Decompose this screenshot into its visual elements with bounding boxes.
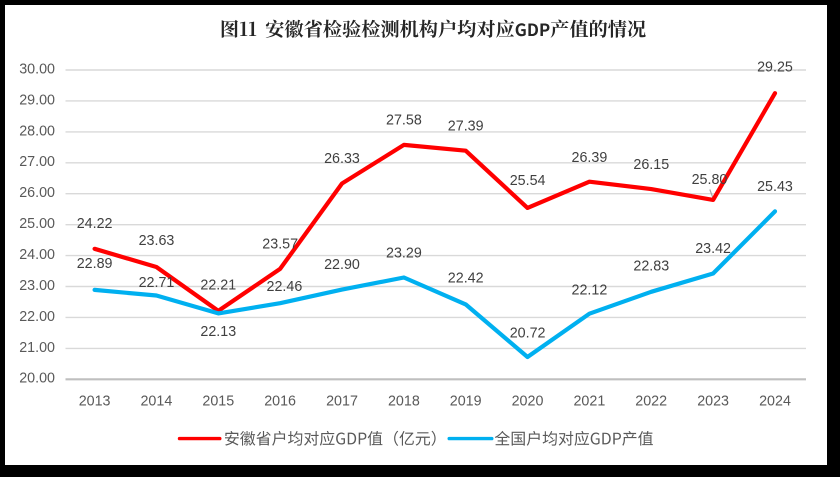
svg-text:21.00: 21.00 <box>19 340 55 356</box>
svg-text:2024: 2024 <box>759 393 791 409</box>
svg-text:2019: 2019 <box>450 393 482 409</box>
svg-text:26.15: 26.15 <box>633 157 669 173</box>
svg-text:27.58: 27.58 <box>386 113 422 129</box>
svg-text:25.00: 25.00 <box>19 216 55 232</box>
svg-text:25.80: 25.80 <box>692 172 728 188</box>
svg-text:29.25: 29.25 <box>757 60 793 76</box>
svg-text:23.00: 23.00 <box>19 278 55 294</box>
svg-text:22.42: 22.42 <box>448 271 484 287</box>
svg-text:24.22: 24.22 <box>77 216 113 232</box>
svg-text:2016: 2016 <box>264 393 296 409</box>
svg-text:2020: 2020 <box>512 393 544 409</box>
svg-text:2018: 2018 <box>388 393 420 409</box>
svg-text:24.00: 24.00 <box>19 247 55 263</box>
svg-text:22.83: 22.83 <box>633 259 669 275</box>
svg-text:2023: 2023 <box>697 393 729 409</box>
svg-text:26.00: 26.00 <box>19 185 55 201</box>
svg-text:27.39: 27.39 <box>448 118 484 134</box>
svg-text:23.42: 23.42 <box>695 241 731 257</box>
svg-text:23.63: 23.63 <box>139 233 175 249</box>
svg-text:25.43: 25.43 <box>757 179 793 195</box>
svg-text:20.72: 20.72 <box>510 326 546 342</box>
svg-text:23.57: 23.57 <box>262 236 298 252</box>
svg-text:2021: 2021 <box>573 393 605 409</box>
svg-text:2022: 2022 <box>635 393 667 409</box>
svg-text:2013: 2013 <box>79 393 111 409</box>
svg-text:22.21: 22.21 <box>200 278 236 294</box>
svg-text:2014: 2014 <box>140 393 172 409</box>
svg-text:27.00: 27.00 <box>19 154 55 170</box>
svg-text:25.54: 25.54 <box>510 173 546 189</box>
svg-text:30.00: 30.00 <box>19 61 55 77</box>
svg-text:26.33: 26.33 <box>324 151 360 167</box>
svg-text:22.46: 22.46 <box>267 279 303 295</box>
svg-text:22.71: 22.71 <box>139 275 175 291</box>
svg-text:22.90: 22.90 <box>324 257 360 273</box>
svg-text:22.89: 22.89 <box>77 256 113 272</box>
svg-text:2017: 2017 <box>326 393 358 409</box>
svg-text:22.12: 22.12 <box>572 283 608 299</box>
svg-text:22.13: 22.13 <box>200 324 236 340</box>
svg-text:23.29: 23.29 <box>386 245 422 261</box>
svg-text:29.00: 29.00 <box>19 92 55 108</box>
svg-text:22.00: 22.00 <box>19 309 55 325</box>
svg-text:2015: 2015 <box>202 393 234 409</box>
svg-text:26.39: 26.39 <box>572 150 608 166</box>
svg-text:20.00: 20.00 <box>19 371 55 387</box>
svg-text:28.00: 28.00 <box>19 123 55 139</box>
